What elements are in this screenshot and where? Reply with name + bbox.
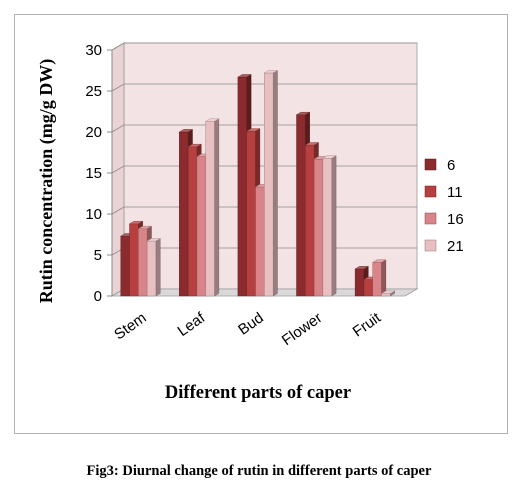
bar-top [354,266,370,270]
y-tick-label: 25 [85,83,102,100]
bar-top [237,74,252,78]
bar [179,131,189,297]
bar [322,158,332,297]
bar-top [380,290,396,294]
x-axis-label: Different parts of caper [165,383,351,403]
gridline [111,83,417,92]
bar [363,279,373,297]
bar [196,156,206,297]
bar-top [263,70,279,74]
x-tick-label: Flower [279,309,326,349]
bar [255,186,265,297]
bar-top [187,143,203,147]
x-tick-label: Bud [235,309,267,338]
bar-top [371,259,387,263]
gridline [111,42,417,51]
bar [381,293,391,297]
y-tick-label: 0 [94,288,102,305]
bar-side [214,118,220,297]
bar-top [146,238,162,242]
bar [354,268,365,297]
y-tick-label: 15 [85,165,102,182]
bar [138,228,148,297]
bar [313,158,324,297]
bar [246,130,256,297]
bar-top [322,155,337,159]
bar [129,223,139,297]
x-tick-label: Leaf [175,309,209,340]
bar-side [381,259,387,297]
figure-caption: Fig3: Diurnal change of rutin in differe… [86,463,432,479]
bar-side [272,70,278,297]
bar-top [204,118,220,122]
bar [146,240,157,297]
legend-label: 11 [447,184,463,201]
bar-top [137,225,153,229]
bar [187,146,198,297]
legend-swatch [424,158,437,171]
legend-label: 16 [447,211,464,228]
bar-top [304,142,320,146]
legend-label: 6 [447,157,455,174]
x-tick-label: Fruit [350,309,385,341]
gridline [111,124,417,133]
bar [237,76,247,297]
bar [296,114,306,297]
legend-swatch [424,185,437,198]
bar [120,235,130,297]
y-tick-label: 30 [85,42,102,59]
bar-top [295,111,311,115]
y-axis-label: Rutin concentration (mg/g DW) [36,59,57,303]
bar-side [155,238,161,297]
y-tick-label: 5 [94,247,102,264]
y-tick-label: 10 [85,206,102,223]
bar-side [331,155,337,297]
bar-top [128,221,144,225]
bar [205,121,215,297]
bar [305,144,315,297]
y-tick-label: 20 [85,124,102,141]
bar-top [245,128,261,132]
bar [372,262,382,297]
bar [264,72,274,297]
bar-top [178,129,194,133]
legend-swatch [424,239,437,252]
legend-label: 21 [447,238,464,255]
legend-swatch [424,212,437,225]
x-tick-label: Stem [111,309,149,343]
